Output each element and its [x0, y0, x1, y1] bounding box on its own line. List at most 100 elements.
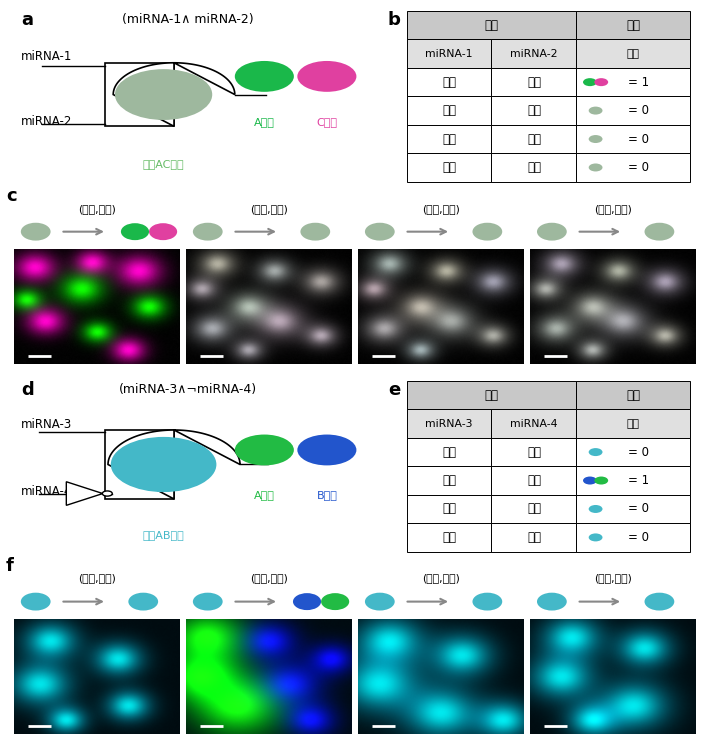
Text: なし: なし: [527, 161, 541, 174]
Text: miRNA-2: miRNA-2: [510, 49, 557, 59]
Text: e: e: [388, 381, 400, 399]
Bar: [491, 523, 577, 551]
Bar: [577, 438, 689, 466]
Text: 融合AC液滴: 融合AC液滴: [143, 159, 185, 168]
Bar: [577, 466, 689, 495]
Text: なし: なし: [442, 133, 456, 145]
Circle shape: [589, 448, 603, 456]
Bar: [577, 96, 689, 124]
Text: miRNA-1: miRNA-1: [425, 49, 473, 59]
Text: なし: なし: [527, 474, 541, 487]
Bar: [407, 495, 491, 523]
Bar: [407, 96, 491, 124]
Text: miRNA-1: miRNA-1: [21, 50, 72, 63]
Text: なし: なし: [442, 502, 456, 516]
Text: f: f: [6, 557, 13, 575]
Text: (なし,あり): (なし,あり): [422, 204, 460, 213]
Text: miRNA-4: miRNA-4: [510, 419, 557, 428]
Text: = 0: = 0: [628, 531, 649, 544]
Text: (なし,あり): (なし,あり): [422, 574, 460, 583]
Ellipse shape: [537, 593, 567, 611]
Bar: [491, 438, 577, 466]
Bar: [407, 39, 491, 68]
Text: なし: なし: [442, 161, 456, 174]
Text: 出力: 出力: [626, 19, 640, 32]
Bar: [577, 523, 689, 551]
Text: = 0: = 0: [628, 104, 649, 117]
Text: miRNA-4: miRNA-4: [21, 485, 72, 498]
Bar: [104, 430, 174, 499]
Text: (なし,なし): (なし,なし): [594, 574, 632, 583]
Bar: [491, 96, 577, 124]
Circle shape: [589, 505, 603, 513]
Polygon shape: [113, 63, 235, 126]
Ellipse shape: [193, 223, 223, 241]
Text: 融合AB液滴: 融合AB液滴: [143, 531, 185, 540]
Circle shape: [594, 476, 608, 485]
Bar: [577, 153, 689, 182]
Ellipse shape: [365, 593, 395, 611]
Circle shape: [583, 476, 597, 485]
Text: なし: なし: [442, 531, 456, 544]
Bar: [407, 523, 491, 551]
Bar: [491, 39, 577, 68]
Ellipse shape: [21, 223, 50, 241]
Bar: [491, 68, 577, 96]
Text: c: c: [6, 187, 16, 205]
Bar: [577, 11, 689, 39]
Ellipse shape: [645, 593, 674, 611]
Text: (あり,なし): (あり,なし): [250, 204, 288, 213]
Ellipse shape: [537, 223, 567, 241]
Bar: [407, 68, 491, 96]
Circle shape: [235, 434, 294, 465]
Text: (miRNA-1∧ miRNA-2): (miRNA-1∧ miRNA-2): [122, 13, 253, 26]
Bar: [407, 410, 491, 438]
Bar: [407, 11, 577, 39]
Text: あり: あり: [442, 104, 456, 117]
Circle shape: [589, 164, 603, 171]
Text: あり: あり: [442, 76, 456, 89]
Text: = 0: = 0: [628, 161, 649, 174]
Bar: [407, 153, 491, 182]
Bar: [577, 39, 689, 68]
Text: なし: なし: [527, 531, 541, 544]
Text: (あり,あり): (あり,あり): [78, 204, 116, 213]
Ellipse shape: [293, 593, 321, 610]
Bar: [491, 124, 577, 153]
Text: 分裂: 分裂: [626, 419, 640, 428]
Text: miRNA-3: miRNA-3: [425, 419, 473, 428]
Text: A液滴: A液滴: [254, 117, 275, 127]
Text: B液滴: B液滴: [317, 491, 337, 500]
Text: あり: あり: [527, 133, 541, 145]
Ellipse shape: [149, 223, 178, 240]
Text: あり: あり: [442, 474, 456, 487]
Text: miRNA-3: miRNA-3: [21, 418, 72, 431]
Circle shape: [235, 61, 294, 92]
Bar: [407, 466, 491, 495]
Text: d: d: [21, 381, 34, 399]
Polygon shape: [108, 430, 240, 499]
Circle shape: [297, 61, 356, 92]
Ellipse shape: [365, 223, 395, 241]
Ellipse shape: [645, 223, 674, 241]
Circle shape: [594, 78, 608, 86]
Bar: [577, 381, 689, 410]
Circle shape: [297, 434, 356, 465]
Bar: [491, 466, 577, 495]
Bar: [104, 63, 174, 126]
Text: あり: あり: [527, 502, 541, 516]
Text: 出力: 出力: [626, 389, 640, 402]
Circle shape: [111, 437, 217, 492]
Ellipse shape: [300, 223, 330, 241]
Ellipse shape: [472, 223, 502, 241]
Bar: [491, 495, 577, 523]
Text: = 1: = 1: [628, 76, 649, 89]
Bar: [577, 495, 689, 523]
Text: 入力: 入力: [484, 19, 498, 32]
Bar: [407, 381, 577, 410]
Circle shape: [589, 534, 603, 542]
Text: = 0: = 0: [628, 133, 649, 145]
Text: A液滴: A液滴: [254, 491, 275, 500]
Bar: [491, 153, 577, 182]
Ellipse shape: [193, 593, 223, 611]
